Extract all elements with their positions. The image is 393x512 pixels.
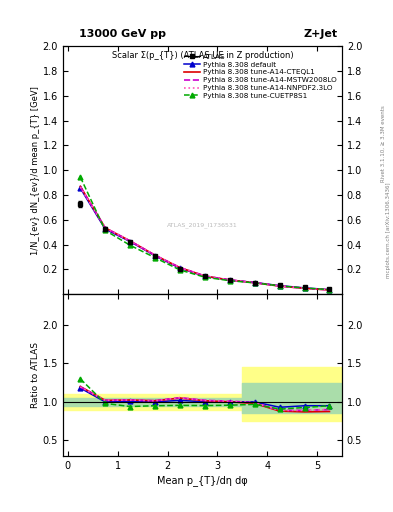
Text: Rivet 3.1.10, ≥ 3.3M events: Rivet 3.1.10, ≥ 3.3M events xyxy=(381,105,386,182)
Text: Z+Jet: Z+Jet xyxy=(304,29,338,39)
Legend: ATLAS, Pythia 8.308 default, Pythia 8.308 tune-A14-CTEQL1, Pythia 8.308 tune-A14: ATLAS, Pythia 8.308 default, Pythia 8.30… xyxy=(183,52,338,100)
X-axis label: Mean p_{T}/dη dφ: Mean p_{T}/dη dφ xyxy=(157,475,248,485)
Y-axis label: Ratio to ATLAS: Ratio to ATLAS xyxy=(31,342,40,408)
Text: mcplots.cern.ch [arXiv:1306.3436]: mcplots.cern.ch [arXiv:1306.3436] xyxy=(386,183,391,278)
Text: ATLAS_2019_I1736531: ATLAS_2019_I1736531 xyxy=(167,222,238,228)
Text: 13000 GeV pp: 13000 GeV pp xyxy=(79,29,165,39)
Bar xyxy=(63,394,342,410)
Bar xyxy=(63,398,342,406)
Y-axis label: 1/N_{ev} dN_{ev}/d mean p_{T} [GeV]: 1/N_{ev} dN_{ev}/d mean p_{T} [GeV] xyxy=(31,86,40,254)
Text: Scalar Σ(p_{T}) (ATLAS UE in Z production): Scalar Σ(p_{T}) (ATLAS UE in Z productio… xyxy=(112,51,293,60)
